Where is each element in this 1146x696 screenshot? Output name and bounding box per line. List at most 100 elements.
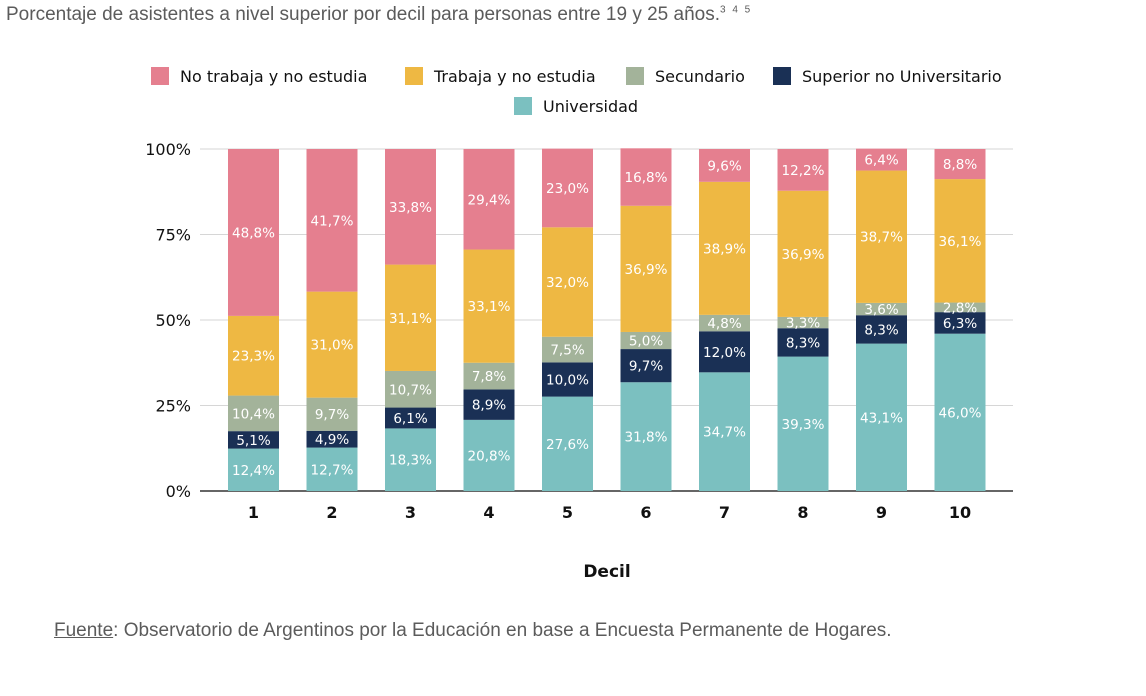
x-tick-label: 4 xyxy=(483,503,494,522)
bar-segment-universidad xyxy=(699,372,750,491)
bar-segment-no-trabaja-y-no-estudia xyxy=(699,149,750,182)
bar-segment-no-trabaja-y-no-estudia xyxy=(542,148,593,228)
bar-segment-superior-no-universitario xyxy=(934,312,986,334)
x-tick-label: 9 xyxy=(876,503,887,522)
bar-segment-superior-no-universitario xyxy=(228,431,279,449)
legend-swatch xyxy=(151,67,169,85)
data-label: 38,9% xyxy=(703,241,746,257)
legend-label: Trabaja y no estudia xyxy=(433,67,596,86)
data-label: 36,9% xyxy=(782,247,825,263)
data-label: 23,3% xyxy=(232,349,275,365)
bar-segment-superior-no-universitario xyxy=(542,362,593,397)
legend-item-trabaja-y-no-estudia: Trabaja y no estudia xyxy=(405,67,596,86)
bar-segment-trabaja-y-no-estudia xyxy=(934,179,986,303)
data-label: 10,4% xyxy=(232,406,275,422)
y-axis-ticks: 0% 25% 50% 75% 100% xyxy=(145,140,191,501)
data-label: 6,1% xyxy=(393,411,427,427)
legend-label: Secundario xyxy=(655,67,745,86)
chart-legend: No trabaja y no estudia Trabaja y no estu… xyxy=(151,67,1002,116)
data-label: 31,8% xyxy=(625,430,668,446)
title-text: Porcentaje de asistentes a nivel superio… xyxy=(6,4,720,25)
data-label: 29,4% xyxy=(468,192,511,208)
bar-segment-universidad xyxy=(542,396,593,491)
bar-segment-superior-no-universitario xyxy=(856,315,907,344)
legend-item-superior-no-universitario: Superior no Universitario xyxy=(773,67,1002,86)
bar-segment-superior-no-universitario xyxy=(463,389,515,420)
x-tick-label: 10 xyxy=(949,503,971,522)
bar-segment-superior-no-universitario xyxy=(699,331,750,373)
x-tick-label: 6 xyxy=(640,503,651,522)
source-lead: Fuente xyxy=(54,620,114,641)
data-label: 32,0% xyxy=(546,275,589,291)
data-label: 10,7% xyxy=(389,382,432,398)
bar-segment-secundario xyxy=(699,314,750,332)
bar-segment-secundario xyxy=(306,397,358,431)
bar-segment-trabaja-y-no-estudia xyxy=(856,170,907,303)
bar-segment-universidad xyxy=(306,447,358,491)
data-label: 12,4% xyxy=(232,463,275,479)
bar-segment-no-trabaja-y-no-estudia xyxy=(777,149,829,191)
bar-segment-secundario xyxy=(856,302,907,316)
data-label: 31,1% xyxy=(389,311,432,327)
bar-segment-no-trabaja-y-no-estudia xyxy=(306,149,358,292)
data-label: 12,2% xyxy=(782,163,825,179)
data-label: 48,8% xyxy=(232,225,275,241)
y-tick-label: 25% xyxy=(155,397,191,416)
data-label: 8,8% xyxy=(943,157,977,173)
data-label: 9,6% xyxy=(707,158,741,174)
data-label: 7,8% xyxy=(472,369,506,385)
x-tick-label: 2 xyxy=(326,503,337,522)
bar-segment-superior-no-universitario xyxy=(385,407,436,429)
legend-swatch xyxy=(773,67,791,85)
data-label: 27,6% xyxy=(546,437,589,453)
data-label: 10,0% xyxy=(546,373,589,389)
legend-swatch xyxy=(514,97,532,115)
y-tick-label: 0% xyxy=(166,482,191,501)
stacked-bar-chart: No trabaja y no estudia Trabaja y no estu… xyxy=(145,67,1013,582)
data-label: 36,1% xyxy=(939,234,982,250)
data-label: 6,4% xyxy=(864,153,898,169)
data-label: 7,5% xyxy=(550,343,584,359)
y-tick-label: 75% xyxy=(155,226,191,245)
legend-item-no-trabaja-y-no-estudia: No trabaja y no estudia xyxy=(151,67,367,86)
bar-segment-no-trabaja-y-no-estudia xyxy=(463,149,515,250)
data-label: 12,0% xyxy=(703,345,746,361)
y-tick-label: 100% xyxy=(145,140,191,159)
data-label: 43,1% xyxy=(860,410,903,426)
legend-swatch xyxy=(626,67,644,85)
data-label: 3,6% xyxy=(864,302,898,318)
legend-swatch xyxy=(405,67,423,85)
x-tick-label: 1 xyxy=(248,503,259,522)
data-label: 33,8% xyxy=(389,200,432,216)
bar-segment-universidad xyxy=(777,356,829,491)
bar-segment-trabaja-y-no-estudia xyxy=(542,227,593,337)
title-footnote-refs: 3 4 5 xyxy=(719,4,753,16)
bar-segment-secundario xyxy=(385,370,436,408)
bar-segment-trabaja-y-no-estudia xyxy=(385,264,436,371)
data-label: 5,1% xyxy=(236,433,270,449)
bar-segment-superior-no-universitario xyxy=(306,430,358,448)
data-label: 33,1% xyxy=(468,299,511,315)
y-tick-label: 50% xyxy=(155,311,191,330)
data-label: 2,8% xyxy=(943,300,977,316)
bar-segment-trabaja-y-no-estudia xyxy=(306,291,358,398)
data-label: 4,9% xyxy=(315,432,349,448)
bar-segment-superior-no-universitario xyxy=(777,328,829,357)
legend-item-secundario: Secundario xyxy=(626,67,745,86)
legend-item-universidad: Universidad xyxy=(514,97,638,116)
legend-label: Superior no Universitario xyxy=(802,67,1002,86)
data-label: 12,7% xyxy=(311,462,354,478)
page-title: Porcentaje de asistentes a nivel superio… xyxy=(6,4,752,26)
bar-segment-secundario xyxy=(934,302,986,313)
bar-segment-trabaja-y-no-estudia xyxy=(620,205,672,332)
bar-segment-trabaja-y-no-estudia xyxy=(777,190,829,317)
bar-segment-no-trabaja-y-no-estudia xyxy=(856,148,907,171)
bar-segment-universidad xyxy=(620,382,672,491)
data-label: 23,0% xyxy=(546,181,589,197)
data-label: 34,7% xyxy=(703,425,746,441)
data-label: 5,0% xyxy=(629,334,663,350)
bar-segment-secundario xyxy=(228,395,279,432)
bar-segment-no-trabaja-y-no-estudia xyxy=(620,148,672,206)
data-label: 8,9% xyxy=(472,398,506,414)
bar-segment-no-trabaja-y-no-estudia xyxy=(385,149,436,265)
